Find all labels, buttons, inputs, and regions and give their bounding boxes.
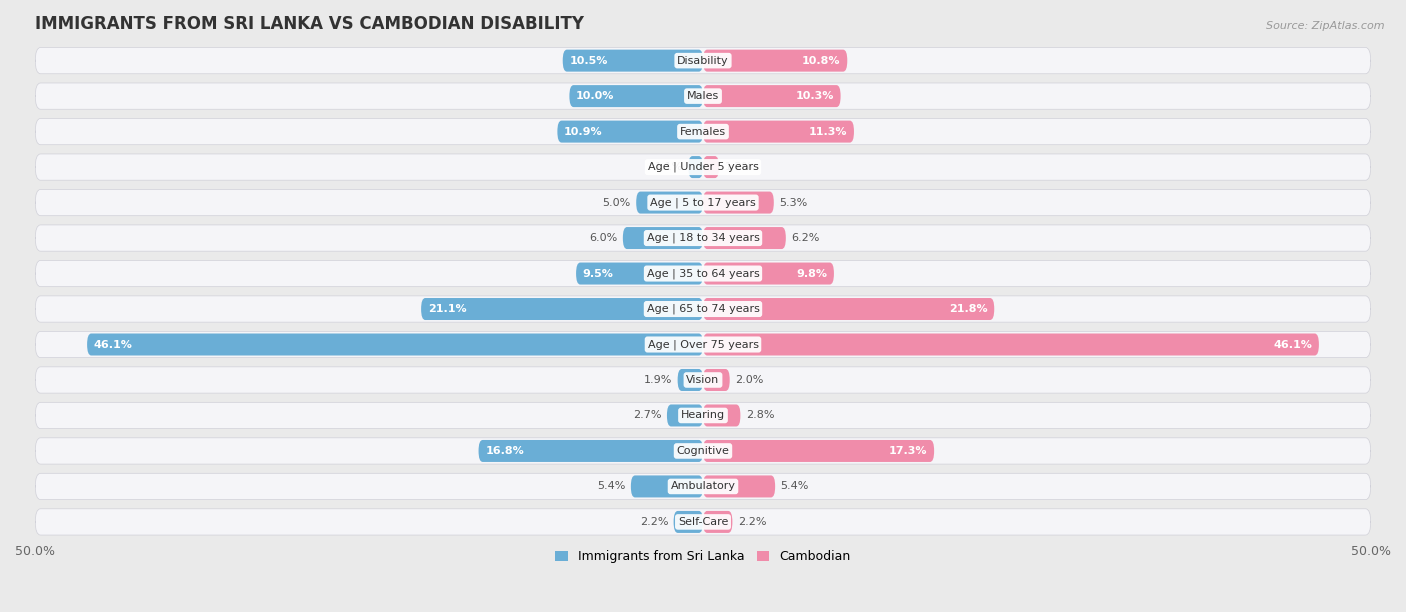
Text: Cognitive: Cognitive [676,446,730,456]
Text: 21.1%: 21.1% [427,304,467,314]
Text: 46.1%: 46.1% [1274,340,1312,349]
Legend: Immigrants from Sri Lanka, Cambodian: Immigrants from Sri Lanka, Cambodian [550,545,856,568]
Text: Hearing: Hearing [681,411,725,420]
Text: 6.0%: 6.0% [589,233,617,243]
Text: 21.8%: 21.8% [949,304,987,314]
FancyBboxPatch shape [557,121,703,143]
Text: Age | Under 5 years: Age | Under 5 years [648,162,758,173]
FancyBboxPatch shape [631,476,703,498]
Text: 2.2%: 2.2% [738,517,766,527]
Text: 5.3%: 5.3% [779,198,807,207]
FancyBboxPatch shape [703,476,775,498]
FancyBboxPatch shape [689,156,703,178]
Text: 1.2%: 1.2% [724,162,752,172]
FancyBboxPatch shape [35,296,1371,322]
FancyBboxPatch shape [666,405,703,427]
Text: 10.8%: 10.8% [801,56,841,65]
FancyBboxPatch shape [35,190,1371,215]
FancyBboxPatch shape [422,298,703,320]
Text: 11.3%: 11.3% [808,127,848,136]
Text: Males: Males [688,91,718,101]
FancyBboxPatch shape [562,50,703,72]
FancyBboxPatch shape [35,260,1371,286]
Text: Age | Over 75 years: Age | Over 75 years [648,339,758,349]
FancyBboxPatch shape [35,402,1371,428]
Text: Females: Females [681,127,725,136]
FancyBboxPatch shape [673,511,703,533]
FancyBboxPatch shape [703,369,730,391]
FancyBboxPatch shape [703,156,718,178]
FancyBboxPatch shape [703,50,848,72]
FancyBboxPatch shape [87,334,703,356]
Text: 5.4%: 5.4% [780,482,808,491]
FancyBboxPatch shape [35,48,1371,74]
Text: 9.8%: 9.8% [796,269,827,278]
Text: 2.0%: 2.0% [735,375,763,385]
Text: 1.9%: 1.9% [644,375,672,385]
FancyBboxPatch shape [703,263,834,285]
FancyBboxPatch shape [576,263,703,285]
Text: 1.1%: 1.1% [655,162,683,172]
FancyBboxPatch shape [703,511,733,533]
Text: 10.3%: 10.3% [796,91,834,101]
FancyBboxPatch shape [636,192,703,214]
Text: Self-Care: Self-Care [678,517,728,527]
Text: Age | 65 to 74 years: Age | 65 to 74 years [647,304,759,315]
FancyBboxPatch shape [623,227,703,249]
FancyBboxPatch shape [35,225,1371,251]
FancyBboxPatch shape [478,440,703,462]
Text: Source: ZipAtlas.com: Source: ZipAtlas.com [1267,21,1385,31]
FancyBboxPatch shape [678,369,703,391]
Text: 10.9%: 10.9% [564,127,603,136]
Text: Age | 35 to 64 years: Age | 35 to 64 years [647,268,759,279]
FancyBboxPatch shape [703,227,786,249]
Text: 10.0%: 10.0% [576,91,614,101]
Text: 46.1%: 46.1% [94,340,132,349]
Text: 5.0%: 5.0% [603,198,631,207]
FancyBboxPatch shape [703,440,934,462]
FancyBboxPatch shape [35,83,1371,110]
Text: 6.2%: 6.2% [792,233,820,243]
FancyBboxPatch shape [703,85,841,107]
Text: 2.7%: 2.7% [633,411,662,420]
Text: 10.5%: 10.5% [569,56,607,65]
FancyBboxPatch shape [35,438,1371,464]
Text: Ambulatory: Ambulatory [671,482,735,491]
Text: Disability: Disability [678,56,728,65]
Text: Vision: Vision [686,375,720,385]
Text: 16.8%: 16.8% [485,446,524,456]
FancyBboxPatch shape [703,334,1319,356]
FancyBboxPatch shape [35,154,1371,180]
Text: IMMIGRANTS FROM SRI LANKA VS CAMBODIAN DISABILITY: IMMIGRANTS FROM SRI LANKA VS CAMBODIAN D… [35,15,583,33]
Text: 2.2%: 2.2% [640,517,668,527]
Text: 17.3%: 17.3% [889,446,928,456]
FancyBboxPatch shape [703,298,994,320]
FancyBboxPatch shape [703,121,853,143]
FancyBboxPatch shape [703,192,773,214]
FancyBboxPatch shape [35,509,1371,535]
Text: Age | 5 to 17 years: Age | 5 to 17 years [650,197,756,208]
Text: 5.4%: 5.4% [598,482,626,491]
FancyBboxPatch shape [703,405,741,427]
FancyBboxPatch shape [35,473,1371,499]
FancyBboxPatch shape [569,85,703,107]
FancyBboxPatch shape [35,331,1371,357]
Text: 2.8%: 2.8% [745,411,775,420]
FancyBboxPatch shape [35,119,1371,144]
Text: 9.5%: 9.5% [582,269,613,278]
Text: Age | 18 to 34 years: Age | 18 to 34 years [647,233,759,244]
FancyBboxPatch shape [35,367,1371,393]
